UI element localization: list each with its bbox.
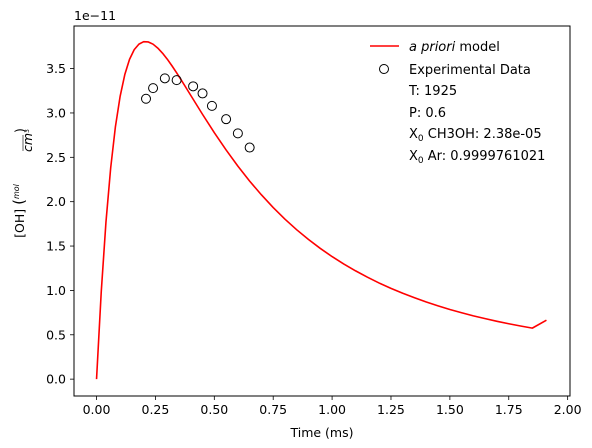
y-tick-label: 0.5 — [46, 327, 66, 342]
x-tick-label: 0.75 — [259, 402, 287, 417]
x-tick-label: 1.25 — [377, 402, 405, 417]
annotation-temperature: T: 1925 — [408, 84, 457, 99]
y-tick-label: 3.0 — [46, 105, 66, 120]
experimental-point — [188, 81, 199, 92]
y-axis-label-unit-denominator: cm — [20, 133, 35, 152]
x-tick-label: 1.50 — [436, 402, 464, 417]
y-tick-label: 2.0 — [46, 194, 66, 209]
experimental-point — [159, 73, 170, 84]
model-series — [95, 40, 547, 380]
y-tick-label: 1.5 — [46, 239, 66, 254]
y-tick-label: 3.5 — [46, 61, 66, 76]
annotation-x0-ch3oh: X0 CH3OH: 2.38e-05 — [409, 127, 542, 144]
x-tick-label: 1.00 — [318, 402, 346, 417]
x-tick-label: 0.00 — [83, 402, 111, 417]
svg-text:[OH](mol: [OH](mol — [10, 183, 28, 238]
y-axis-label-unit-exponent: 3 — [24, 129, 31, 133]
y-tick-label: 1.0 — [46, 283, 66, 298]
model-line — [95, 40, 547, 380]
experimental-point — [232, 128, 243, 139]
legend: a priori model Experimental Data T: 1925… — [370, 40, 545, 166]
plot-area — [74, 26, 570, 396]
y-axis-label-main: [OH] — [12, 209, 27, 238]
experimental-point — [141, 93, 152, 104]
experimental-point — [171, 75, 182, 86]
legend-experimental-label: Experimental Data — [409, 63, 531, 78]
y-tick-label: 2.5 — [46, 150, 66, 165]
svg-text:cm3: cm3 — [20, 129, 35, 152]
x-tick-label: 0.25 — [142, 402, 170, 417]
plot-frame — [73, 25, 571, 397]
annotation-x0-ar: X0 Ar: 0.9999761021 — [409, 149, 545, 166]
experimental-point — [197, 88, 208, 99]
experimental-point — [221, 114, 232, 125]
y-tick-label: 0.0 — [46, 372, 66, 387]
experimental-series — [141, 73, 255, 153]
x-axis: 0.00 0.25 0.50 0.75 1.00 1.25 1.50 1.75 2.00 — [83, 396, 582, 417]
x-tick-label: 1.75 — [495, 402, 523, 417]
y-axis-label-unit-numerator: mol — [12, 183, 21, 199]
svg-text:): ) — [12, 128, 27, 133]
x-tick-label: 0.50 — [200, 402, 228, 417]
y-offset-text: 1e−11 — [74, 8, 116, 23]
y-axis-label: [OH](mol cm3 ) — [10, 128, 35, 238]
annotation-pressure: P: 0.6 — [409, 106, 446, 121]
y-axis: 0.0 0.5 1.0 1.5 2.0 2.5 3.0 3.5 — [46, 61, 74, 387]
legend-model-label: a priori model — [409, 40, 500, 55]
legend-experimental-swatch — [379, 64, 389, 74]
x-tick-label: 2.00 — [554, 402, 582, 417]
experimental-point — [206, 100, 217, 111]
experimental-point — [148, 83, 159, 94]
experimental-point — [244, 142, 255, 153]
x-axis-label: Time (ms) — [289, 425, 353, 440]
